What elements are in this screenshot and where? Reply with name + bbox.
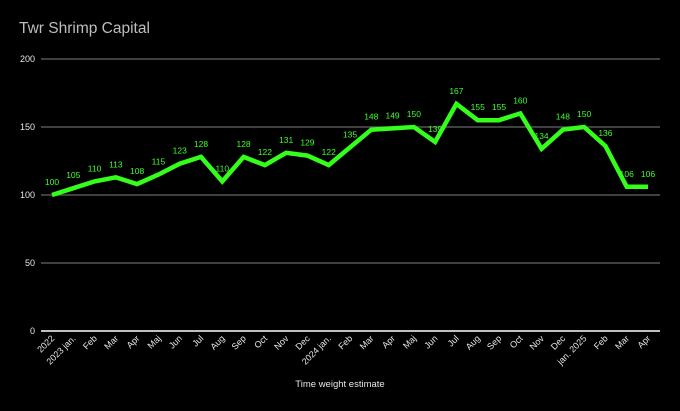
data-label: 108: [130, 166, 144, 176]
data-label: 110: [88, 163, 102, 173]
x-tick-label: Feb: [81, 333, 99, 351]
x-tick-label: Feb: [592, 333, 610, 351]
data-label: 106: [620, 169, 634, 179]
data-label: 135: [343, 129, 357, 139]
x-tick-label: Jun: [167, 333, 184, 350]
x-axis-label: Time weight estimate: [295, 379, 385, 390]
x-tick-label: Nov: [528, 333, 547, 352]
data-label: 115: [152, 157, 166, 167]
x-tick-label: Mar: [613, 333, 631, 351]
data-label: 139: [428, 124, 442, 134]
x-tick-label: Feb: [336, 333, 354, 351]
data-label: 150: [577, 109, 591, 119]
data-label: 134: [534, 131, 548, 141]
x-tick-label: Oct: [508, 333, 525, 350]
x-tick-label: Mar: [102, 333, 120, 351]
x-tick-label: Apr: [635, 333, 652, 350]
y-tick-label: 200: [20, 54, 35, 64]
x-tick-label: Sep: [485, 333, 503, 351]
data-label: 122: [258, 147, 272, 157]
x-tick-label: Sep: [230, 333, 248, 351]
data-label: 128: [236, 139, 250, 149]
x-tick-label: Aug: [464, 333, 482, 351]
data-label: 155: [492, 102, 506, 112]
data-label: 122: [322, 147, 336, 157]
data-label: 148: [556, 112, 570, 122]
data-label: 136: [598, 128, 612, 138]
data-label: 155: [471, 102, 485, 112]
series-line: [51, 100, 648, 198]
data-label: 149: [385, 110, 399, 120]
data-label: 110: [216, 163, 230, 173]
data-label: 148: [364, 112, 378, 122]
y-tick-label: 100: [20, 190, 35, 200]
data-label: 106: [641, 169, 655, 179]
data-label: 105: [66, 170, 80, 180]
data-label: 113: [109, 159, 123, 169]
data-label: 123: [173, 146, 187, 156]
y-tick-label: 50: [25, 258, 35, 268]
data-label: 167: [449, 86, 463, 96]
data-label: 128: [194, 139, 208, 149]
y-tick-label: 0: [30, 326, 35, 336]
chart-title: Twr Shrimp Capital: [19, 20, 150, 37]
data-label: 131: [279, 135, 293, 145]
x-tick-label: Apr: [380, 333, 397, 350]
x-tick-label: Aug: [208, 333, 226, 351]
x-tick-label: Mar: [358, 333, 376, 351]
x-tick-label: Maj: [401, 333, 418, 350]
data-label: 160: [513, 95, 527, 105]
data-label: 100: [45, 177, 59, 187]
x-tick-label: Nov: [272, 333, 291, 352]
x-tick-label: Jul: [190, 333, 205, 348]
x-tick-label: Jun: [422, 333, 439, 350]
x-tick-label: Maj: [146, 333, 163, 350]
y-tick-label: 150: [20, 122, 35, 132]
data-label: 129: [300, 138, 314, 148]
x-tick-label: Oct: [252, 333, 269, 350]
data-label: 150: [407, 109, 421, 119]
x-tick-label: Jul: [446, 333, 461, 348]
x-tick-label: Apr: [125, 333, 142, 350]
